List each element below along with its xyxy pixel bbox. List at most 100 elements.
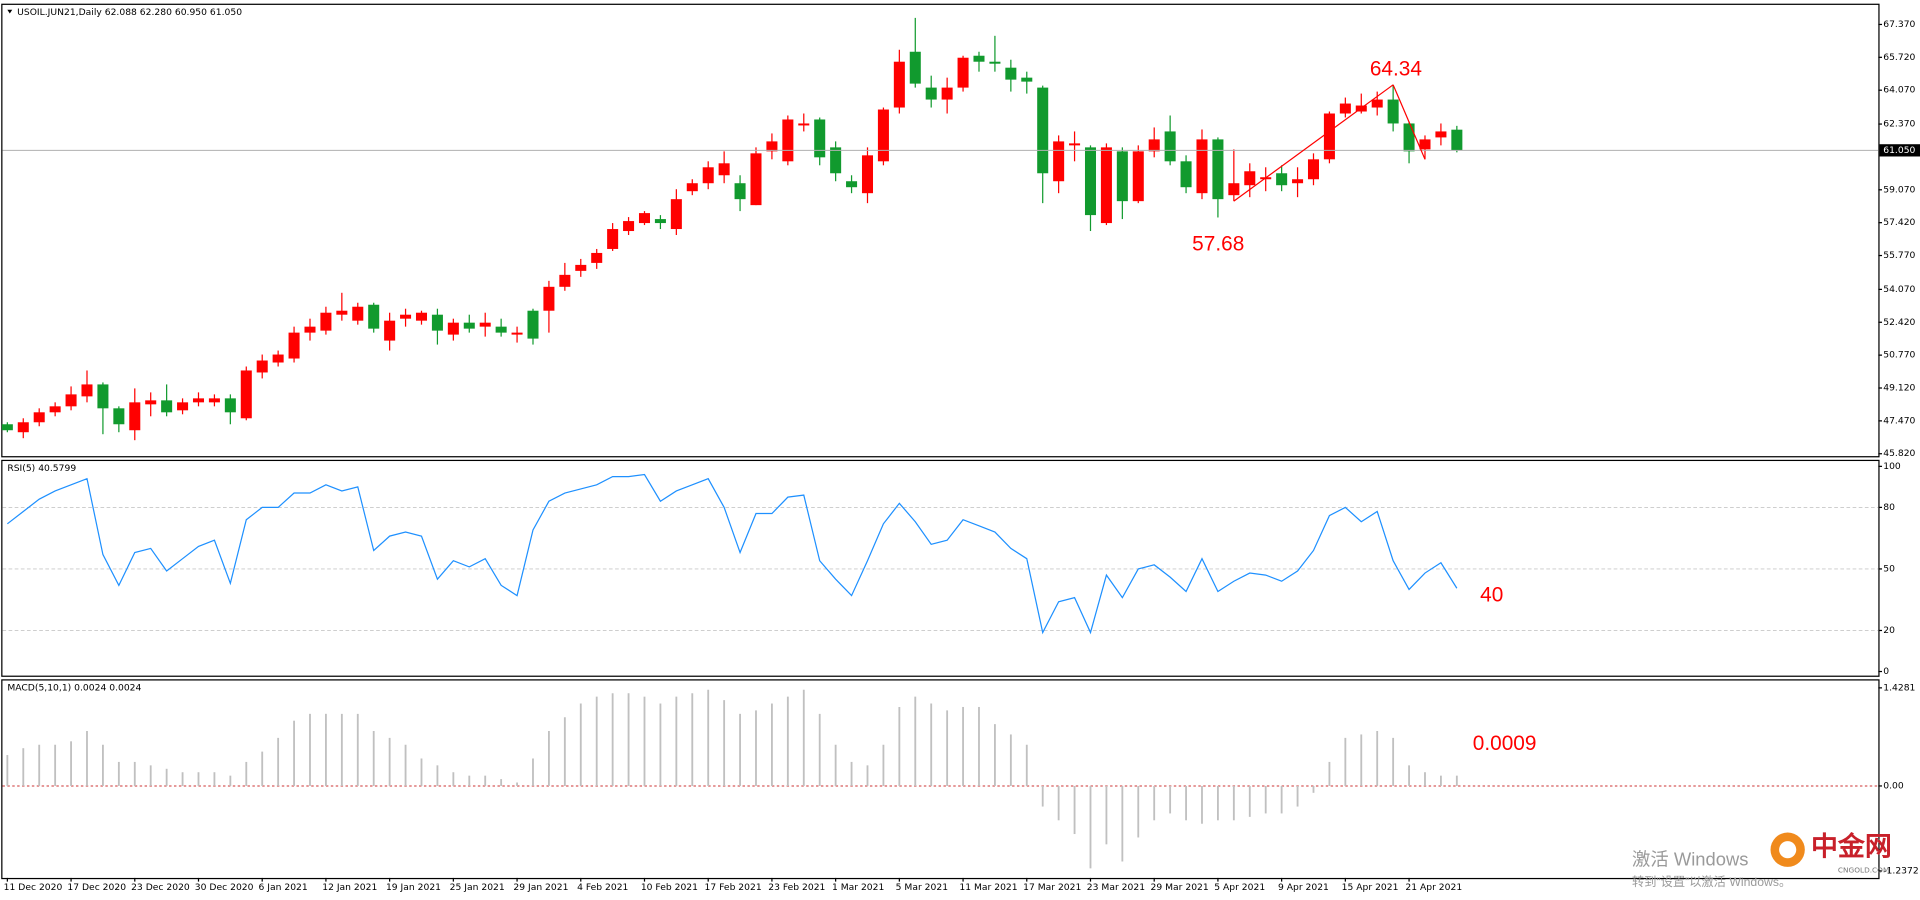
candle-body	[415, 312, 428, 321]
candle-body	[495, 326, 507, 333]
rsi-annotation: 40	[1480, 583, 1503, 606]
y-tick-label: 59.070	[1883, 184, 1915, 195]
candle-body	[607, 229, 619, 249]
candle-body	[224, 398, 236, 413]
trend-line	[1233, 84, 1394, 202]
candle-body	[846, 181, 858, 188]
candle-body	[49, 406, 61, 413]
x-tick-label: 29 Jan 2021	[513, 882, 568, 893]
candle-body	[1292, 179, 1304, 184]
logo-icon-inner	[1779, 841, 1797, 859]
x-tick-label: 23 Feb 2021	[768, 882, 825, 893]
candle-body	[591, 252, 603, 263]
candle-body	[877, 109, 889, 162]
logo-text: 中金网	[1811, 831, 1892, 862]
x-tick-label: 5 Mar 2021	[896, 882, 948, 893]
candle-body	[1084, 147, 1097, 216]
candle-body	[1021, 77, 1033, 82]
candle-body	[1307, 159, 1320, 180]
x-tick-label: 29 Mar 2021	[1151, 882, 1209, 893]
candle-body	[527, 310, 539, 339]
candle-body	[177, 402, 189, 411]
candle-body	[208, 398, 220, 403]
y-tick-label: 50	[1883, 563, 1895, 574]
y-tick-label: 54.070	[1883, 284, 1915, 295]
candle-body	[240, 370, 252, 419]
candle-body	[1387, 99, 1399, 124]
price-label: 61.050	[1883, 145, 1915, 156]
candle-body	[957, 57, 969, 88]
y-tick-label: 52.420	[1883, 317, 1915, 328]
macd-panel	[1, 679, 1880, 880]
candle-body	[1164, 131, 1176, 162]
y-tick-label: 0	[1883, 666, 1889, 677]
watermark: 激活 Windows	[1632, 849, 1748, 870]
candle-body	[113, 408, 125, 425]
candle-body	[830, 147, 842, 174]
candle-body	[1053, 141, 1065, 182]
candle-body	[97, 384, 109, 409]
candle-body	[893, 61, 905, 108]
y-tick-label: 80	[1883, 502, 1895, 513]
y-tick-label: -1.2372	[1883, 865, 1918, 876]
y-tick-label: 20	[1883, 625, 1895, 636]
x-tick-label: 17 Mar 2021	[1023, 882, 1081, 893]
macd-annotation: 0.0009	[1473, 732, 1537, 755]
x-tick-label: 4 Feb 2021	[577, 882, 628, 893]
main-title: USOIL.JUN21,Daily 62.088 62.280 60.950 6…	[17, 7, 242, 18]
low-annotation: 57.68	[1192, 233, 1244, 256]
candle-body	[1339, 103, 1351, 114]
candle-body	[161, 400, 173, 413]
y-tick-label: 0.00	[1883, 780, 1904, 791]
candle-body	[559, 274, 571, 287]
candle-body	[479, 322, 491, 327]
y-tick-label: 49.120	[1883, 383, 1915, 394]
x-tick-label: 17 Feb 2021	[705, 882, 762, 893]
x-tick-label: 17 Dec 2020	[67, 882, 126, 893]
candle-body	[686, 183, 698, 192]
candle-body	[702, 167, 714, 184]
candle-body	[973, 55, 985, 62]
x-tick-label: 10 Feb 2021	[641, 882, 698, 893]
candle-body	[17, 422, 29, 433]
candle-body	[272, 354, 284, 363]
y-tick-label: 62.370	[1883, 119, 1915, 130]
candle-body	[463, 322, 475, 329]
watermark-hint: 转到“设置”以激活 Windows。	[1632, 874, 1791, 889]
candle-body	[511, 332, 523, 335]
candle-body	[145, 400, 157, 405]
y-tick-label: 55.770	[1883, 250, 1915, 261]
x-tick-label: 11 Dec 2020	[4, 882, 63, 893]
candle-body	[734, 183, 746, 200]
candle-body	[1212, 139, 1224, 200]
candle-body	[1100, 147, 1112, 224]
candle-body	[1005, 67, 1017, 80]
candle-body	[623, 221, 635, 232]
candle-body	[1069, 143, 1081, 146]
candle-body	[33, 412, 45, 423]
candle-body	[1276, 173, 1288, 186]
candle-body	[1148, 139, 1160, 152]
y-tick-label: 1.4281	[1883, 682, 1915, 693]
logo-subtext: CNGOLD.COM	[1838, 866, 1889, 875]
macd-title: MACD(5,10,1) 0.0024 0.0024	[7, 682, 141, 693]
x-tick-label: 11 Mar 2021	[959, 882, 1017, 893]
candle-body	[1228, 183, 1240, 196]
candle-body	[81, 384, 93, 397]
candle-body	[925, 87, 937, 100]
candle-body	[575, 264, 587, 271]
candle-body	[909, 51, 921, 84]
x-tick-label: 9 Apr 2021	[1278, 882, 1329, 893]
candle-body	[304, 326, 316, 333]
y-tick-label: 45.820	[1883, 448, 1915, 459]
y-tick-label: 67.370	[1883, 19, 1915, 30]
candle-body	[1180, 161, 1192, 188]
menu-arrow[interactable]	[7, 9, 13, 14]
candle-body	[1419, 139, 1431, 150]
candle-body	[1371, 99, 1383, 108]
x-tick-label: 1 Mar 2021	[832, 882, 884, 893]
x-tick-label: 19 Jan 2021	[386, 882, 441, 893]
candle-body	[368, 304, 380, 329]
